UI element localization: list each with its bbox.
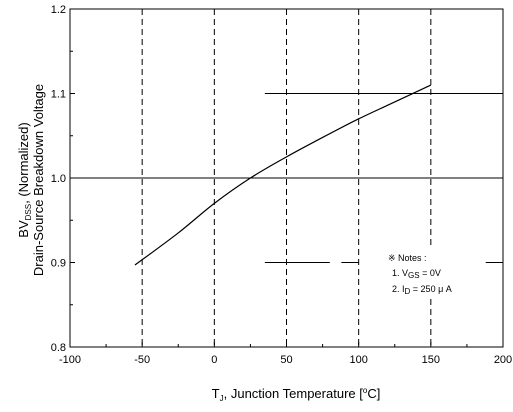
notes-box: ※ Notes : 1. VGS = 0V 2. ID = 250 μ A [365, 245, 483, 297]
x-axis-title: TJ, Junction Temperature [oC] [212, 386, 381, 403]
x-tick-label-5: 150 [422, 354, 440, 366]
y-axis-title-rest: , (Normalized) [16, 122, 31, 204]
notes-item-1-prefix: 1. V [392, 268, 408, 278]
x-tick-label-3: 50 [280, 354, 292, 366]
x-tick-label-6: 200 [494, 354, 512, 366]
y-axis-title-main: BV [16, 220, 31, 238]
notes-item-1-sub: GS [408, 271, 420, 280]
y-tick-label-3: 1.1 [51, 89, 66, 101]
x-tick-label-0: -100 [59, 354, 81, 366]
x-axis-title-main: T [212, 386, 220, 401]
notes-title: ※ Notes : [388, 253, 427, 263]
y-tick-label-2: 1.0 [51, 173, 66, 185]
x-axis-title-rest: , Junction Temperature [ [224, 386, 364, 401]
x-tick-label-2: 0 [211, 354, 217, 366]
y-tick-label-4: 1.2 [51, 4, 66, 16]
x-tick-label-4: 100 [349, 354, 367, 366]
y-axis-title-line2: Drain-Source Breakdown Voltage [31, 84, 46, 276]
notes-item-2-prefix: 2. I [392, 284, 405, 294]
y-tick-label-0: 0.8 [51, 342, 66, 354]
x-axis-title-unit: C] [367, 386, 380, 401]
y-tick-label-1: 0.9 [51, 258, 66, 270]
notes-item-1-rest: = 0V [420, 268, 441, 278]
notes-item-2-rest: = 250 μ A [410, 284, 451, 294]
x-tick-label-1: -50 [134, 354, 150, 366]
